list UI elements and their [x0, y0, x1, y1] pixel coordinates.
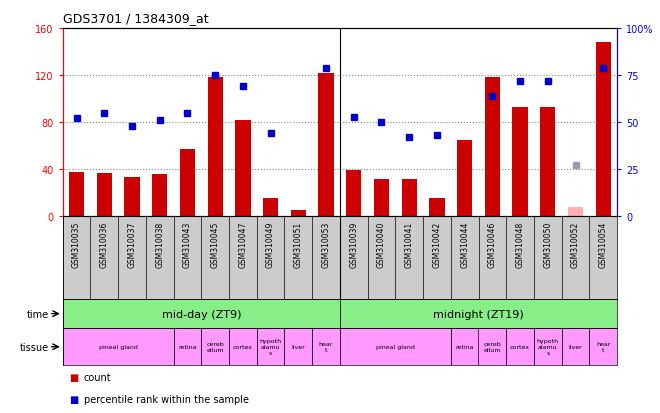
Text: GSM310035: GSM310035	[72, 221, 81, 267]
Text: pineal gland: pineal gland	[99, 344, 137, 349]
Text: GSM310051: GSM310051	[294, 221, 303, 267]
Bar	[401, 179, 417, 217]
Text: GSM310038: GSM310038	[155, 221, 164, 267]
Text: GSM310047: GSM310047	[238, 221, 248, 267]
Text: hypoth
alamu
s: hypoth alamu s	[259, 339, 282, 355]
Text: cereb
ellum: cereb ellum	[207, 342, 224, 352]
Bar	[235, 121, 251, 217]
Text: hear
t: hear t	[596, 342, 610, 352]
Text: GSM310045: GSM310045	[211, 221, 220, 267]
Bar	[201, 328, 229, 366]
Text: GSM310043: GSM310043	[183, 221, 192, 267]
Text: hypoth
alamu
s: hypoth alamu s	[537, 339, 559, 355]
Bar	[451, 328, 478, 366]
Bar	[290, 211, 306, 217]
Bar	[589, 328, 617, 366]
Bar	[257, 328, 284, 366]
Bar	[429, 198, 445, 217]
Text: GSM310050: GSM310050	[543, 221, 552, 267]
Bar	[484, 78, 500, 217]
Bar	[124, 178, 140, 217]
Bar	[229, 328, 257, 366]
Bar	[318, 74, 334, 217]
Text: mid-day (ZT9): mid-day (ZT9)	[162, 309, 241, 319]
Text: cortex: cortex	[233, 344, 253, 349]
Bar	[63, 328, 174, 366]
Text: GSM310052: GSM310052	[571, 221, 580, 267]
Text: liver: liver	[292, 344, 305, 349]
Bar	[63, 299, 340, 328]
Bar	[340, 299, 617, 328]
Text: ■: ■	[69, 372, 79, 382]
Text: GSM310039: GSM310039	[349, 221, 358, 267]
Text: tissue: tissue	[20, 342, 49, 352]
Bar	[180, 150, 195, 217]
Bar	[152, 175, 168, 217]
Text: GDS3701 / 1384309_at: GDS3701 / 1384309_at	[63, 12, 209, 25]
Text: count: count	[84, 372, 112, 382]
Text: GSM310053: GSM310053	[321, 221, 331, 267]
Text: hear
t: hear t	[319, 342, 333, 352]
Text: GSM310048: GSM310048	[515, 221, 525, 267]
Text: midnight (ZT19): midnight (ZT19)	[433, 309, 524, 319]
Text: GSM310041: GSM310041	[405, 221, 414, 267]
Text: percentile rank within the sample: percentile rank within the sample	[84, 394, 249, 404]
Text: GSM310037: GSM310037	[127, 221, 137, 267]
Text: GSM310042: GSM310042	[432, 221, 442, 267]
Bar	[174, 328, 201, 366]
Text: cereb
ellum: cereb ellum	[484, 342, 501, 352]
Bar	[340, 328, 451, 366]
Bar	[478, 328, 506, 366]
Bar	[374, 179, 389, 217]
Bar	[312, 328, 340, 366]
Text: ■: ■	[69, 394, 79, 404]
Bar	[595, 43, 611, 217]
Text: cortex: cortex	[510, 344, 530, 349]
Bar	[263, 198, 279, 217]
Bar	[346, 171, 362, 217]
Text: time: time	[26, 309, 49, 319]
Bar	[534, 328, 562, 366]
Bar	[506, 328, 534, 366]
Bar	[207, 78, 223, 217]
Text: liver: liver	[569, 344, 582, 349]
Text: GSM310054: GSM310054	[599, 221, 608, 267]
Text: GSM310036: GSM310036	[100, 221, 109, 267]
Text: GSM310044: GSM310044	[460, 221, 469, 267]
Text: GSM310046: GSM310046	[488, 221, 497, 267]
Bar	[568, 207, 583, 217]
Bar	[562, 328, 589, 366]
Bar	[69, 172, 84, 217]
Text: retina: retina	[178, 344, 197, 349]
Text: GSM310049: GSM310049	[266, 221, 275, 267]
Bar	[457, 140, 473, 217]
Text: retina: retina	[455, 344, 474, 349]
Text: pineal gland: pineal gland	[376, 344, 414, 349]
Bar	[96, 173, 112, 217]
Text: GSM310040: GSM310040	[377, 221, 386, 267]
Bar	[540, 108, 556, 217]
Bar	[512, 108, 528, 217]
Bar	[284, 328, 312, 366]
